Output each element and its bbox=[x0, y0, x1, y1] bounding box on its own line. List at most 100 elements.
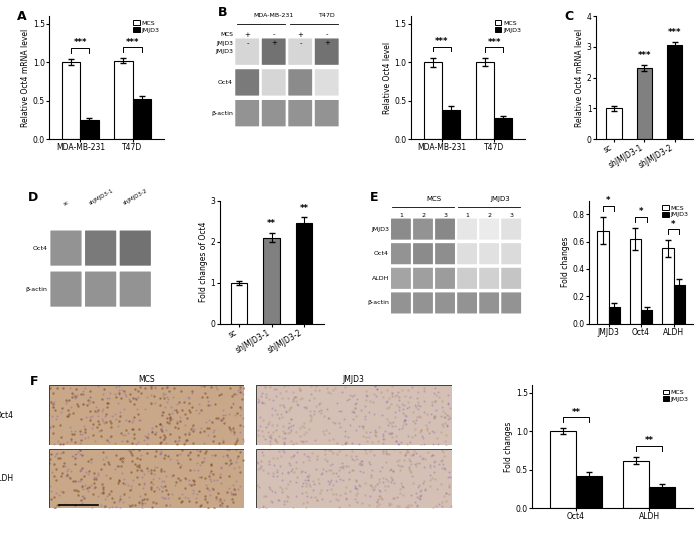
Point bbox=[225, 487, 237, 496]
Point bbox=[163, 386, 174, 395]
Point bbox=[136, 465, 147, 474]
Point bbox=[159, 454, 170, 463]
Point bbox=[78, 390, 89, 399]
Point bbox=[155, 439, 166, 448]
Y-axis label: Relative Oct4 mRNA level: Relative Oct4 mRNA level bbox=[21, 28, 30, 127]
Point bbox=[99, 460, 110, 468]
Point bbox=[174, 417, 186, 425]
Point bbox=[67, 393, 78, 401]
Point bbox=[171, 406, 182, 414]
Point bbox=[146, 384, 157, 393]
Point bbox=[414, 402, 426, 410]
Point bbox=[370, 427, 381, 436]
Point bbox=[440, 436, 451, 445]
Point bbox=[399, 418, 410, 426]
Point bbox=[195, 428, 206, 437]
Point bbox=[178, 397, 190, 406]
Point bbox=[332, 471, 344, 480]
Point bbox=[290, 457, 302, 466]
Point bbox=[239, 437, 250, 445]
Point bbox=[84, 413, 95, 422]
Point bbox=[73, 402, 84, 411]
Point bbox=[414, 494, 425, 502]
Point bbox=[304, 482, 316, 491]
Point bbox=[348, 415, 359, 424]
Point bbox=[148, 487, 160, 495]
Point bbox=[252, 464, 263, 473]
FancyBboxPatch shape bbox=[288, 69, 312, 96]
Point bbox=[119, 389, 130, 398]
Point bbox=[436, 463, 447, 472]
Text: shJMJD3-2: shJMJD3-2 bbox=[122, 188, 149, 207]
Point bbox=[309, 479, 320, 488]
Point bbox=[393, 461, 404, 470]
Point bbox=[267, 497, 278, 506]
Point bbox=[287, 394, 298, 403]
Point bbox=[116, 454, 127, 463]
Point bbox=[69, 500, 80, 509]
Point bbox=[132, 405, 143, 414]
Point bbox=[340, 431, 351, 440]
Text: T47D: T47D bbox=[318, 13, 335, 18]
FancyBboxPatch shape bbox=[413, 268, 433, 289]
Point bbox=[167, 392, 178, 401]
Point bbox=[327, 385, 338, 394]
Point bbox=[196, 500, 207, 509]
Point bbox=[234, 388, 245, 396]
Point bbox=[116, 469, 127, 478]
Point bbox=[262, 469, 273, 477]
Point bbox=[318, 412, 330, 421]
Point bbox=[346, 455, 357, 464]
Point bbox=[303, 395, 314, 404]
Point bbox=[421, 424, 433, 432]
Point bbox=[147, 427, 158, 436]
Point bbox=[272, 421, 283, 429]
Point bbox=[386, 389, 398, 398]
Point bbox=[195, 406, 206, 414]
Point bbox=[401, 419, 412, 428]
Point bbox=[418, 434, 429, 442]
Point bbox=[88, 472, 99, 481]
Point bbox=[234, 421, 246, 429]
Point bbox=[406, 450, 417, 459]
Point bbox=[304, 411, 316, 419]
Point bbox=[158, 391, 169, 399]
Point bbox=[158, 467, 169, 475]
Point bbox=[370, 432, 382, 440]
Bar bbox=[667, 45, 682, 139]
Point bbox=[162, 395, 174, 404]
Text: 1: 1 bbox=[466, 213, 469, 218]
Point bbox=[88, 468, 99, 477]
Point bbox=[260, 492, 271, 500]
Point bbox=[372, 385, 383, 394]
Text: F: F bbox=[29, 376, 38, 388]
Bar bbox=[296, 223, 312, 324]
Point bbox=[397, 462, 408, 470]
Point bbox=[85, 457, 97, 466]
Point bbox=[277, 426, 288, 435]
Point bbox=[160, 494, 171, 502]
Point bbox=[404, 457, 415, 465]
Text: 2: 2 bbox=[487, 213, 491, 218]
Point bbox=[421, 426, 433, 434]
Point bbox=[75, 466, 86, 475]
Point bbox=[92, 416, 103, 425]
Point bbox=[146, 400, 157, 408]
Point bbox=[221, 450, 232, 459]
Point bbox=[134, 383, 146, 392]
Point bbox=[368, 398, 379, 406]
Point bbox=[201, 418, 212, 426]
Text: Oct4: Oct4 bbox=[374, 251, 389, 256]
Point bbox=[326, 460, 337, 469]
Point bbox=[440, 496, 452, 505]
Point bbox=[97, 407, 108, 415]
Point bbox=[351, 476, 362, 485]
Text: ***: *** bbox=[435, 37, 449, 46]
Point bbox=[71, 391, 83, 400]
Point bbox=[157, 487, 168, 495]
Point bbox=[435, 411, 447, 420]
Point bbox=[139, 405, 150, 414]
Point bbox=[410, 402, 421, 411]
Text: MCS: MCS bbox=[220, 32, 233, 37]
Point bbox=[393, 455, 405, 464]
